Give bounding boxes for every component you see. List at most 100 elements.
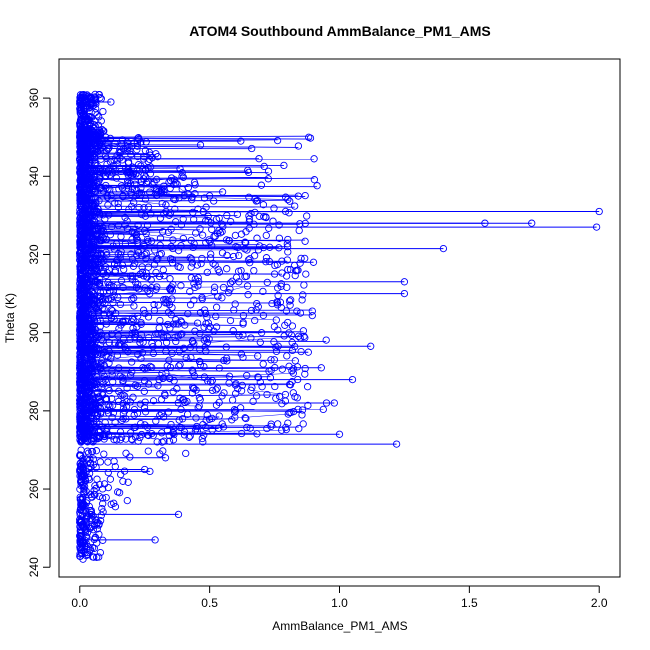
data-point bbox=[80, 370, 89, 378]
data-point bbox=[91, 159, 99, 168]
data-point bbox=[283, 283, 291, 292]
data-point bbox=[87, 267, 95, 276]
data-point bbox=[115, 324, 123, 333]
data-point bbox=[79, 99, 88, 107]
data-point bbox=[78, 471, 86, 480]
data-point bbox=[400, 278, 409, 286]
data-point bbox=[243, 246, 251, 254]
data-point bbox=[298, 411, 306, 419]
data-point bbox=[204, 212, 212, 220]
data-point bbox=[189, 243, 197, 252]
data-point bbox=[282, 307, 291, 315]
data-point bbox=[159, 228, 167, 236]
data-point bbox=[77, 265, 86, 273]
data-point bbox=[106, 171, 114, 179]
series-line bbox=[207, 336, 299, 343]
data-point bbox=[89, 400, 98, 408]
data-point bbox=[98, 143, 106, 152]
data-point bbox=[205, 335, 213, 343]
data-point bbox=[93, 525, 101, 533]
data-point bbox=[200, 323, 208, 331]
data-point bbox=[118, 416, 126, 424]
data-point bbox=[83, 345, 92, 353]
data-point bbox=[266, 374, 275, 382]
data-point bbox=[151, 246, 159, 254]
data-point bbox=[231, 407, 240, 415]
data-point bbox=[294, 192, 302, 200]
data-point bbox=[94, 384, 102, 392]
data-point bbox=[140, 241, 148, 249]
data-point bbox=[252, 197, 260, 205]
data-point bbox=[259, 360, 267, 368]
data-point bbox=[104, 401, 112, 409]
data-point bbox=[77, 142, 85, 151]
data-point bbox=[218, 220, 226, 228]
data-point bbox=[300, 332, 308, 340]
data-point bbox=[392, 440, 401, 448]
data-point bbox=[85, 261, 93, 269]
series-line bbox=[84, 369, 272, 372]
data-point bbox=[122, 415, 130, 423]
data-point bbox=[87, 357, 95, 365]
data-point bbox=[128, 228, 136, 236]
data-point bbox=[210, 288, 218, 296]
data-point bbox=[77, 116, 85, 124]
data-point bbox=[128, 272, 137, 280]
data-point bbox=[138, 349, 147, 357]
data-point bbox=[169, 388, 177, 396]
data-point bbox=[84, 250, 92, 258]
data-point bbox=[76, 413, 84, 421]
data-point bbox=[250, 266, 258, 275]
data-point bbox=[124, 171, 132, 179]
data-point bbox=[133, 186, 141, 195]
data-point bbox=[102, 236, 110, 244]
data-point bbox=[167, 242, 175, 251]
data-point bbox=[126, 429, 135, 437]
data-point bbox=[239, 311, 248, 320]
data-point bbox=[76, 276, 85, 285]
data-point bbox=[136, 335, 144, 343]
data-point bbox=[335, 430, 344, 438]
data-point bbox=[247, 334, 255, 342]
data-point bbox=[135, 285, 143, 293]
data-point bbox=[122, 449, 130, 457]
data-point bbox=[317, 364, 325, 372]
data-point bbox=[154, 301, 162, 309]
series-line bbox=[84, 371, 163, 375]
data-point bbox=[288, 322, 297, 330]
data-lines bbox=[79, 97, 600, 541]
data-point bbox=[165, 178, 173, 186]
data-point bbox=[237, 387, 246, 395]
data-point bbox=[254, 352, 262, 360]
data-point bbox=[88, 447, 97, 456]
data-point bbox=[91, 266, 99, 274]
data-point bbox=[89, 234, 97, 242]
data-point bbox=[168, 349, 176, 357]
data-point bbox=[272, 394, 280, 402]
data-point bbox=[215, 398, 223, 407]
data-point bbox=[81, 528, 89, 536]
data-point bbox=[296, 220, 304, 228]
data-point bbox=[162, 347, 170, 355]
series-line bbox=[84, 139, 278, 142]
data-point bbox=[108, 330, 116, 338]
data-point bbox=[76, 429, 84, 437]
data-point bbox=[171, 205, 179, 213]
data-point bbox=[274, 284, 282, 292]
data-point bbox=[263, 278, 271, 287]
data-point bbox=[291, 342, 299, 351]
data-point bbox=[251, 316, 259, 325]
data-point bbox=[93, 278, 102, 286]
data-point bbox=[273, 260, 282, 269]
data-point bbox=[130, 411, 138, 419]
data-point bbox=[80, 333, 88, 341]
data-point bbox=[104, 458, 112, 466]
data-point bbox=[132, 170, 140, 178]
data-point bbox=[218, 420, 226, 428]
data-point bbox=[82, 156, 90, 164]
data-point bbox=[196, 357, 204, 366]
data-point bbox=[82, 301, 90, 310]
data-point bbox=[142, 230, 150, 238]
data-point bbox=[158, 369, 166, 378]
data-point bbox=[120, 265, 128, 274]
